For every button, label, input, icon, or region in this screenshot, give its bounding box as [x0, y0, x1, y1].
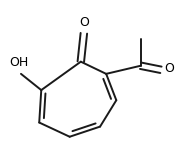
Text: O: O [79, 16, 89, 29]
Text: OH: OH [9, 56, 29, 69]
Text: O: O [164, 62, 174, 75]
